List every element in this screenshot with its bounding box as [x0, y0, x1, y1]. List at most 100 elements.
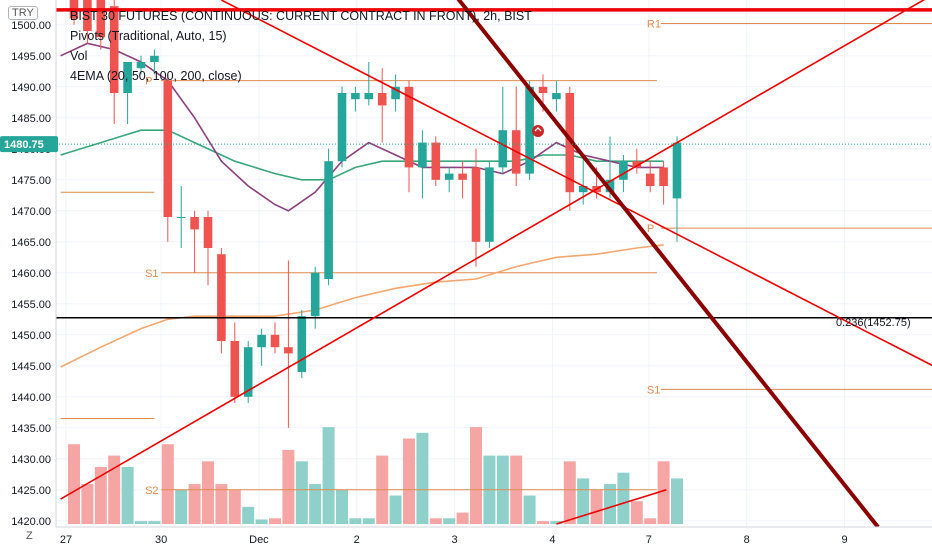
legend-pivots[interactable]: Pivots (Traditional, Auto, 15) — [70, 29, 227, 43]
candle-body — [552, 93, 561, 100]
trend-drawings[interactable] — [56, 0, 932, 529]
price-tick-label: 1465.00 — [11, 237, 51, 249]
candle-body — [645, 173, 655, 186]
price-tick-label: 1425.00 — [11, 485, 51, 497]
legend-symbol-title[interactable]: BIST 30 FUTURES (CONTINUOUS: CURRENT CON… — [70, 9, 532, 23]
volume-bar — [590, 489, 603, 524]
price-tick-label: 1455.00 — [11, 299, 51, 311]
candle-body — [377, 93, 387, 106]
candle-body — [203, 217, 213, 248]
volume-bar — [269, 518, 281, 524]
price-tick-label: 1445.00 — [11, 361, 51, 373]
price-tick-label: 1450.00 — [11, 330, 51, 342]
candle-body — [471, 167, 481, 242]
candle-body — [485, 167, 494, 242]
time-axis-bg — [0, 527, 932, 550]
volume-bar — [148, 521, 161, 524]
volume-bar — [403, 438, 415, 524]
candle-body — [391, 86, 400, 100]
candle-body — [351, 93, 360, 100]
volume-bar — [188, 484, 201, 524]
pivot-label: S1 — [647, 384, 660, 396]
price-tick-label: 1485.00 — [11, 113, 51, 125]
volume-bar — [429, 518, 442, 524]
candle-body — [605, 179, 615, 193]
volume-bar — [362, 518, 375, 524]
price-tick-label: 1435.00 — [11, 423, 51, 435]
volume-bar — [550, 521, 563, 524]
trend-line — [60, 0, 926, 500]
price-tick-label: 1460.00 — [11, 268, 51, 280]
price-tick-label: 1440.00 — [11, 392, 51, 404]
price-tick-label: 1490.00 — [11, 82, 51, 94]
candle-body — [230, 341, 240, 397]
candle-body — [498, 130, 508, 168]
candle-body — [444, 173, 454, 180]
volume-bar — [295, 461, 308, 524]
candle-body — [404, 86, 414, 168]
legend-ema[interactable]: 4EMA (20, 50, 100, 200, close) — [70, 69, 242, 83]
price-tick-label: 1475.00 — [11, 175, 51, 187]
candle-body — [337, 93, 347, 162]
time-tick-label: 8 — [744, 534, 750, 546]
volume-bar — [135, 521, 147, 524]
volume-bar — [537, 521, 549, 524]
volume-bar — [255, 519, 268, 524]
volume-bar — [443, 518, 456, 524]
candle-body — [297, 316, 307, 372]
alarm-clock-icon[interactable] — [532, 125, 544, 137]
candle-body — [176, 217, 186, 218]
candle-body — [538, 86, 548, 93]
zoom-z-icon[interactable]: Z — [26, 530, 33, 542]
volume-bar — [617, 472, 630, 524]
pivot-label: S1 — [145, 268, 158, 280]
trend-line — [456, 0, 880, 529]
volume-bar — [470, 427, 482, 524]
fib-level-label: 0.236(1452.75) — [836, 317, 911, 329]
candle-body — [431, 142, 441, 180]
time-axis[interactable]: 27 30 Dec 2 3 4 7 8 9 — [0, 526, 932, 550]
candle-body — [284, 347, 293, 354]
volume-bar — [94, 467, 107, 524]
candle-body — [270, 334, 280, 348]
candle-body — [418, 142, 427, 168]
volume-bar — [322, 427, 335, 524]
volume-bar — [644, 518, 657, 524]
time-tick-label: Dec — [249, 534, 269, 546]
candle-body — [578, 186, 588, 193]
grid-lines — [56, 0, 932, 527]
time-tick-label: 4 — [549, 534, 555, 546]
legend-volume[interactable]: Vol — [70, 49, 88, 63]
time-tick-label: 7 — [646, 534, 652, 546]
volume-bar — [309, 484, 322, 524]
volume-bar — [202, 461, 214, 524]
candle-body — [525, 86, 534, 174]
volume-bar — [563, 461, 576, 524]
candle-body — [364, 93, 374, 100]
pivot-label: P — [647, 223, 654, 235]
time-tick-label: 30 — [155, 534, 167, 546]
volume-bar — [121, 467, 134, 524]
candle-body — [83, 0, 92, 31]
trend-line — [221, 0, 932, 367]
volume-bar — [523, 495, 536, 524]
price-tick-label: 1420.00 — [11, 516, 51, 528]
currency-label[interactable]: TRY — [8, 6, 38, 20]
volume-bar — [389, 495, 402, 524]
ema-line — [60, 129, 664, 181]
price-tick-label: 1470.00 — [11, 206, 51, 218]
price-axis[interactable]: 1420.00 1425.00 1430.00 1435.00 1440.00 1445.… — [0, 0, 57, 550]
candle-body — [163, 80, 173, 217]
last-price-badge-text: 1480.75 — [4, 139, 44, 151]
volume-bar — [456, 512, 469, 524]
volume-bar — [416, 432, 429, 524]
candle-body — [632, 161, 642, 168]
pivot-label: R1 — [647, 19, 661, 31]
time-tick-label: 27 — [60, 534, 72, 546]
candle-body — [310, 272, 320, 317]
candle-body — [136, 62, 146, 69]
trend-line — [556, 489, 667, 525]
candle-body — [217, 254, 226, 341]
candle-body — [565, 93, 575, 193]
